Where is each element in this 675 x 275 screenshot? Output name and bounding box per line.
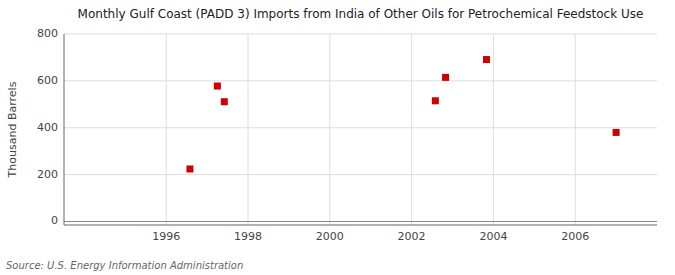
y-axis-label: Thousand Barrels [6,81,19,178]
point [186,165,193,172]
x-tick-label: 2006 [561,230,589,243]
y-axis-line [64,34,65,225]
y-grid-line [64,127,657,128]
y-tick-label: 200 [37,168,58,181]
x-grid-line [411,34,412,225]
y-tick-label: 600 [37,74,58,87]
x-grid-line [166,34,167,225]
point [214,83,221,90]
x-tick-label: 2002 [398,230,426,243]
x-grid-line [575,34,576,225]
y-grid-line [64,221,657,222]
x-grid-line [493,34,494,225]
x-grid-line [329,34,330,225]
source: Source: U.S. Energy Information Administ… [6,260,243,271]
x-tick-label: 1998 [234,230,262,243]
points [186,56,619,172]
x-axis-line [64,225,657,226]
y-grid-line [64,34,657,35]
y-tick-label: 800 [37,27,58,40]
zero-line [64,221,657,222]
point [432,97,439,104]
grid [64,34,657,225]
point [442,74,449,81]
point [613,129,620,136]
x-tick-label: 2004 [479,230,507,243]
title: Monthly Gulf Coast (PADD 3) Imports from… [78,7,644,21]
x-grid-line [248,34,249,225]
y-grid-line [64,80,657,81]
chart: 0 200 400 600 800 1996 1998 2000 2002 2004 2006 Mon… [0,0,675,275]
x-tick-label: 1996 [152,230,180,243]
point [221,98,228,105]
x-tick-label: 2000 [316,230,344,243]
point [483,56,490,63]
y-grid-line [64,174,657,175]
y-tick-label: 0 [51,214,58,227]
y-tick-label: 400 [37,121,58,134]
